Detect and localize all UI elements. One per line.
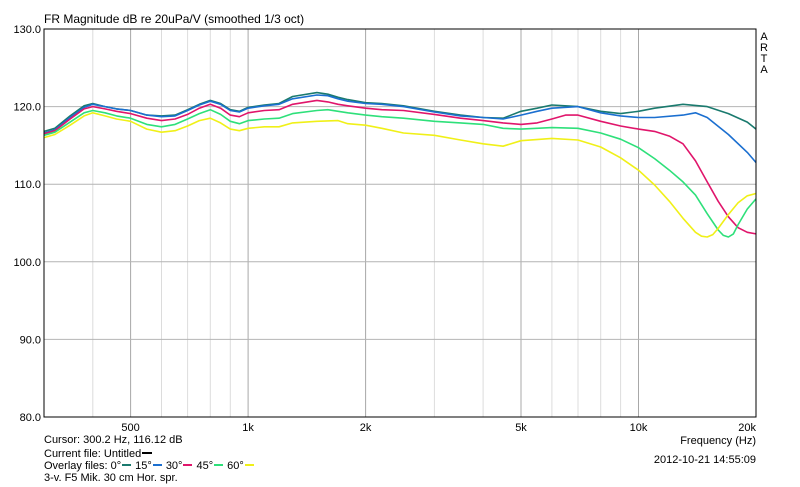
y-tick-labels: 80.0 90.0 100.0 110.0 120.0 130.0 [13, 24, 41, 424]
series-line [43, 99, 757, 235]
legend-swatch [152, 464, 162, 467]
brand-letter: A [760, 64, 768, 76]
x-axis-label: Frequency (Hz) [680, 435, 756, 447]
chart-title: FR Magnitude dB re 20uPa/V (smoothed 1/3… [44, 12, 304, 26]
brand-letter: A [760, 31, 768, 43]
plot-frame [43, 28, 757, 418]
legend-label: 60° [227, 460, 244, 472]
cursor-text: Cursor: 300.2 Hz, 116.12 dB [44, 434, 183, 446]
legend-label: 30° [165, 460, 183, 472]
timestamp-text: 2012-10-21 14:55:09 [653, 454, 756, 466]
y-tick-label: 130.0 [13, 24, 41, 36]
series-line [43, 108, 757, 238]
legend-item: 30° [166, 460, 195, 472]
overlay-files: Overlay files: 0° 15° 30° 45° 60° [44, 460, 258, 473]
brand-letter: T [761, 53, 768, 65]
y-tick-label: 120.0 [13, 102, 41, 114]
y-tick-label: 110.0 [14, 179, 41, 191]
x-tick-labels: 500 1k 2k 5k 10k 20k [121, 422, 756, 434]
measurement-note: 3-v. F5 Mik. 30 cm Hor. spr. [44, 472, 178, 485]
y-tick-label: 90.0 [20, 334, 41, 346]
brand-letter: R [760, 42, 768, 54]
timestamp: 2012-10-21 14:55:09 [654, 454, 756, 467]
series-line [43, 112, 757, 238]
current-file-text: Current file: Untitled [44, 448, 142, 460]
y-tick-label: 80.0 [20, 412, 41, 424]
current-file: Current file: Untitled [44, 448, 154, 461]
x-tick-label: 20k [738, 422, 756, 434]
cursor-readout: Cursor: 300.2 Hz, 116.12 dB [44, 434, 183, 447]
note-text: 3-v. F5 Mik. 30 cm Hor. spr. [44, 472, 178, 484]
legend-item: 45° [196, 460, 225, 472]
y-tick-label: 100.0 [13, 257, 41, 269]
legend-swatch [244, 464, 254, 467]
x-tick-label: 2k [360, 422, 372, 434]
legend-item: 15° [135, 460, 164, 472]
x-tick-label: 500 [121, 422, 139, 434]
legend-label: 0° [110, 460, 122, 472]
x-tick-label: 1k [242, 422, 254, 434]
current-file-swatch [142, 452, 153, 455]
series-lines [43, 91, 757, 238]
legend-item: 60° [227, 460, 256, 472]
legend-item: 0° [111, 460, 134, 472]
legend-label: 15° [135, 460, 152, 472]
series-line [43, 94, 757, 164]
legend-swatch [183, 464, 193, 467]
legend-swatch [122, 464, 132, 467]
legend: 0° 15° 30° 45° 60° [111, 460, 258, 472]
x-tick-label: 5k [515, 422, 527, 434]
plot-area[interactable] [44, 29, 756, 417]
legend-label: 45° [196, 460, 214, 472]
x-tick-label: 10k [630, 422, 648, 434]
overlay-label: Overlay files: [44, 460, 108, 472]
legend-swatch [214, 464, 224, 467]
